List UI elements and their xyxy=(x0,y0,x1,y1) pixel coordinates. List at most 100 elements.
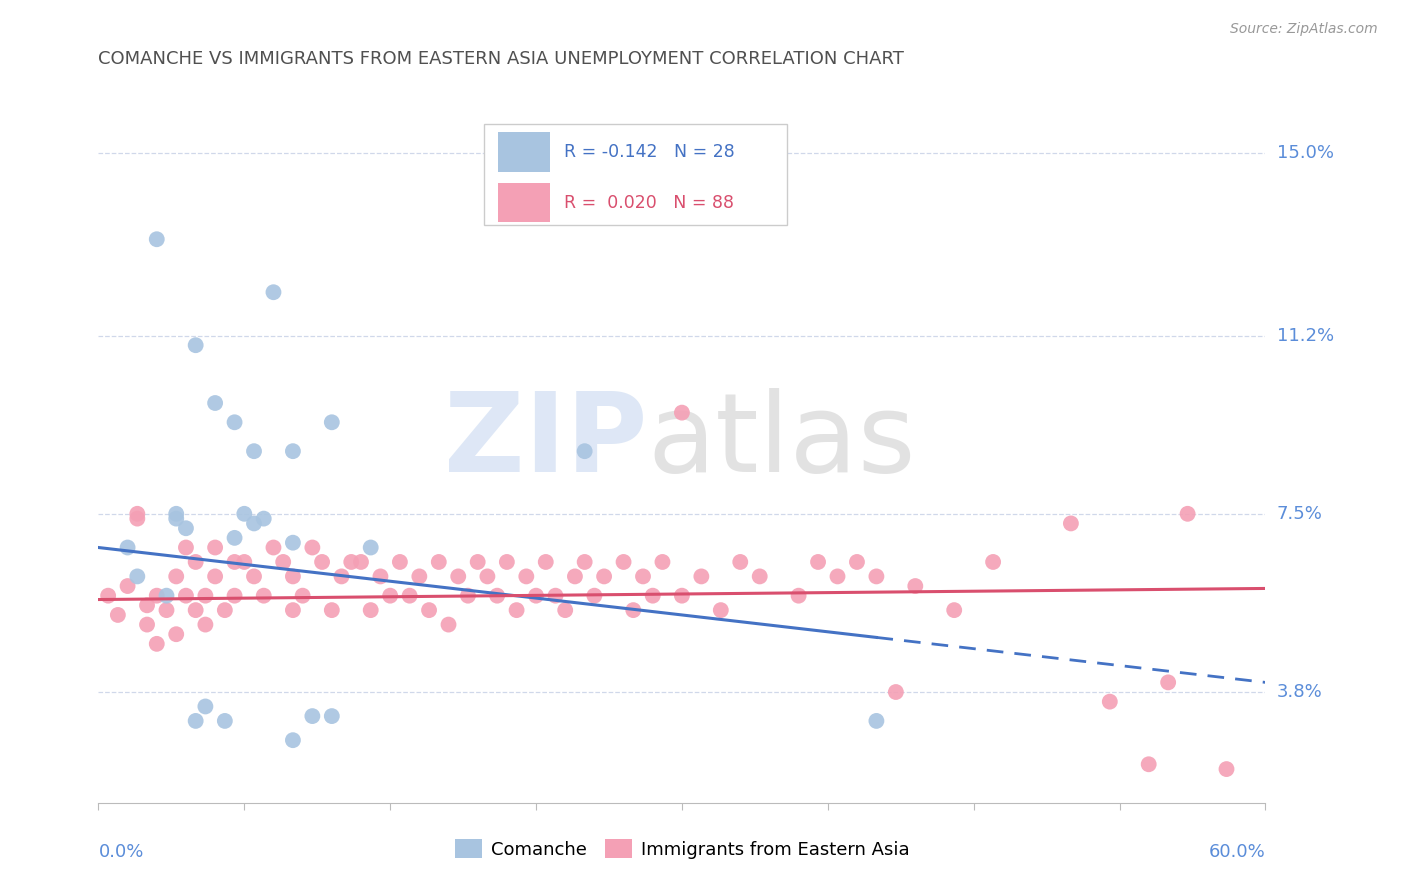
Point xyxy=(321,415,343,429)
Point xyxy=(340,555,363,569)
Point xyxy=(554,603,576,617)
Point xyxy=(1215,762,1237,776)
Point xyxy=(884,685,907,699)
Point xyxy=(827,569,849,583)
Point xyxy=(281,535,304,549)
Point xyxy=(224,531,246,545)
Point xyxy=(360,541,382,555)
FancyBboxPatch shape xyxy=(484,124,787,225)
Point xyxy=(174,541,197,555)
Point xyxy=(651,555,673,569)
Text: 7.5%: 7.5% xyxy=(1277,505,1323,523)
Point xyxy=(846,555,869,569)
Point xyxy=(146,637,169,651)
Point xyxy=(350,555,373,569)
Text: 3.8%: 3.8% xyxy=(1277,683,1322,701)
Text: COMANCHE VS IMMIGRANTS FROM EASTERN ASIA UNEMPLOYMENT CORRELATION CHART: COMANCHE VS IMMIGRANTS FROM EASTERN ASIA… xyxy=(98,50,904,68)
Point xyxy=(321,709,343,723)
Point xyxy=(224,555,246,569)
Point xyxy=(165,569,187,583)
Point xyxy=(194,617,217,632)
Point xyxy=(291,589,314,603)
Point xyxy=(524,589,547,603)
FancyBboxPatch shape xyxy=(498,132,550,172)
Point xyxy=(281,603,304,617)
Point xyxy=(370,569,392,583)
Point xyxy=(204,569,226,583)
Point xyxy=(641,589,664,603)
Point xyxy=(107,607,129,622)
Point xyxy=(301,541,323,555)
Point xyxy=(330,569,353,583)
Point xyxy=(184,714,207,728)
Legend: Comanche, Immigrants from Eastern Asia: Comanche, Immigrants from Eastern Asia xyxy=(447,832,917,866)
Point xyxy=(380,589,402,603)
Point xyxy=(233,507,256,521)
Point xyxy=(127,511,149,525)
Point xyxy=(311,555,333,569)
Point xyxy=(204,541,226,555)
Point xyxy=(224,589,246,603)
Point xyxy=(787,589,810,603)
Point xyxy=(262,285,284,300)
Point xyxy=(534,555,557,569)
Point xyxy=(117,579,139,593)
Point xyxy=(748,569,770,583)
Point xyxy=(496,555,519,569)
Point xyxy=(136,599,159,613)
Point xyxy=(155,603,177,617)
Point xyxy=(301,709,323,723)
Point xyxy=(574,444,596,458)
Point xyxy=(146,589,169,603)
Point xyxy=(631,569,654,583)
Point xyxy=(127,569,149,583)
Point xyxy=(214,714,236,728)
Point xyxy=(165,511,187,525)
Point xyxy=(437,617,460,632)
Point xyxy=(447,569,470,583)
Point xyxy=(194,589,217,603)
Point xyxy=(184,555,207,569)
Point xyxy=(1157,675,1180,690)
Point xyxy=(243,444,266,458)
Point xyxy=(127,507,149,521)
Point xyxy=(904,579,927,593)
Point xyxy=(621,603,644,617)
Point xyxy=(574,555,596,569)
Point xyxy=(204,396,226,410)
FancyBboxPatch shape xyxy=(498,183,550,222)
Point xyxy=(457,589,479,603)
Point xyxy=(564,569,586,583)
Point xyxy=(233,555,256,569)
Point xyxy=(486,589,509,603)
Point xyxy=(146,232,169,246)
Text: atlas: atlas xyxy=(647,388,915,495)
Point xyxy=(194,699,217,714)
Point xyxy=(467,555,489,569)
Point xyxy=(690,569,713,583)
Point xyxy=(583,589,606,603)
Point xyxy=(262,541,284,555)
Point xyxy=(1137,757,1160,772)
Point xyxy=(214,603,236,617)
Point xyxy=(671,406,693,420)
Point xyxy=(710,603,733,617)
Point xyxy=(321,603,343,617)
Point xyxy=(224,415,246,429)
Point xyxy=(1060,516,1083,531)
Point xyxy=(505,603,527,617)
Text: R = -0.142   N = 28: R = -0.142 N = 28 xyxy=(564,143,735,161)
Point xyxy=(388,555,411,569)
Text: Source: ZipAtlas.com: Source: ZipAtlas.com xyxy=(1230,22,1378,37)
Point xyxy=(427,555,450,569)
Text: R =  0.020   N = 88: R = 0.020 N = 88 xyxy=(564,194,734,211)
Point xyxy=(243,516,266,531)
Point xyxy=(477,569,499,583)
Point xyxy=(865,714,887,728)
Point xyxy=(408,569,430,583)
Point xyxy=(253,511,276,525)
Point xyxy=(253,589,276,603)
Point xyxy=(281,444,304,458)
Point xyxy=(136,617,159,632)
Point xyxy=(243,569,266,583)
